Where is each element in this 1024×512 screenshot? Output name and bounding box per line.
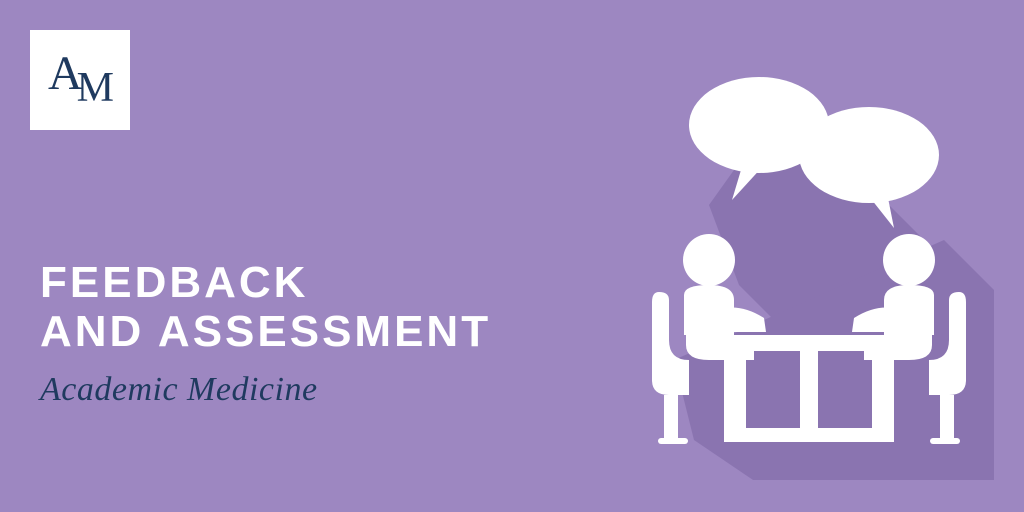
logo-letter-m: M: [77, 65, 112, 111]
title-line-1: FEEDBACK: [40, 258, 491, 307]
logo-text: AM: [48, 56, 112, 104]
banner-subtitle: Academic Medicine: [40, 371, 491, 409]
text-block: FEEDBACK AND ASSESSMENT Academic Medicin…: [40, 258, 491, 409]
title-line-2: AND ASSESSMENT: [40, 307, 491, 356]
banner-title: FEEDBACK AND ASSESSMENT: [40, 258, 491, 357]
logo-box: AM: [30, 30, 130, 130]
conversation-icon: [614, 60, 994, 480]
banner-canvas: AM FEEDBACK AND ASSESSMENT Academic Medi…: [0, 0, 1024, 512]
logo-letter-a: A: [48, 47, 81, 100]
